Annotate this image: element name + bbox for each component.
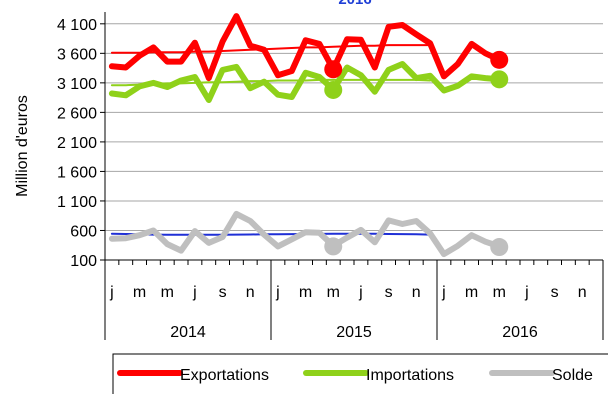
year-label: 2016 (502, 324, 538, 341)
month-label: n (246, 284, 255, 301)
y-tick-label: 3 600 (57, 46, 97, 63)
month-label: j (275, 284, 280, 301)
month-label: m (327, 284, 340, 301)
year-label: 2015 (336, 324, 372, 341)
y-tick-label: 1 600 (57, 164, 97, 181)
y-tick-label: 2 600 (57, 105, 97, 122)
month-label: m (465, 284, 478, 301)
month-label: j (109, 284, 114, 301)
highlight-marker (324, 60, 343, 79)
y-axis: 100 600 1 100 1 600 2 100 2 600 3 100 3 600 4 10… (57, 12, 106, 270)
series-line-importations (108, 61, 503, 103)
highlight-marker (490, 238, 509, 257)
month-label: j (524, 284, 529, 301)
month-label: s (551, 284, 559, 301)
chart-title: 2016 (338, 0, 371, 8)
legend-label: Importations (366, 367, 454, 384)
year-label: 2014 (170, 324, 206, 341)
month-label: j (358, 284, 363, 301)
y-tick-label: 600 (70, 223, 97, 240)
y-tick-label: 3 100 (57, 76, 97, 93)
month-label: m (299, 284, 312, 301)
month-label: m (161, 284, 174, 301)
series-line-export-trend (110, 44, 432, 54)
highlight-markers (324, 50, 509, 257)
legend-label: Solde (552, 367, 593, 384)
y-axis-title: Million d'euros (14, 95, 31, 197)
y-tick-label: 4 100 (57, 17, 97, 34)
highlight-marker (490, 70, 509, 89)
y-tick-label: 2 100 (57, 135, 97, 152)
month-label: s (385, 284, 393, 301)
month-label: s (219, 284, 227, 301)
highlight-marker (490, 50, 509, 69)
highlight-marker (324, 237, 343, 256)
series-line-solde (108, 210, 503, 258)
series-line-exportations (108, 13, 503, 82)
month-label: n (412, 284, 421, 301)
y-tick-label: 1 100 (57, 194, 97, 211)
month-label: n (578, 284, 587, 301)
month-label: m (133, 284, 146, 301)
month-label: j (441, 284, 446, 301)
series-lines (108, 13, 503, 258)
month-label: m (493, 284, 506, 301)
highlight-marker (324, 80, 343, 99)
month-label: j (192, 284, 197, 301)
legend-label: Exportations (180, 367, 269, 384)
y-tick-label: 100 (70, 253, 97, 270)
legend: Exportations Importations Solde (112, 353, 608, 394)
